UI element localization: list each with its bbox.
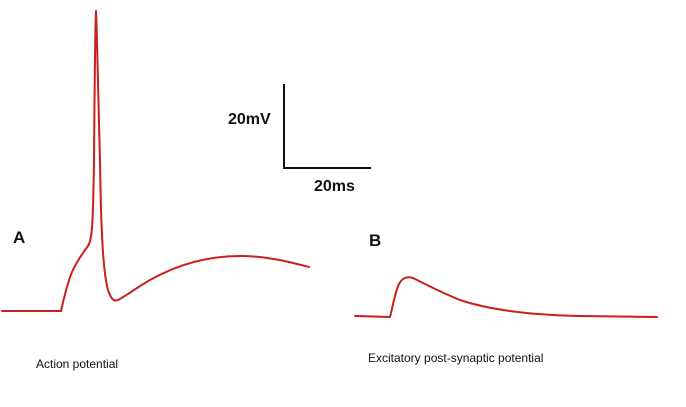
scale-bar: 20mV 20ms: [228, 84, 371, 195]
time-scale-label: 20ms: [314, 178, 355, 195]
panel-a-letter: A: [13, 228, 25, 247]
scale-bar-lines: [283, 84, 371, 169]
voltage-scale-label: 20mV: [228, 111, 271, 128]
panel-b-caption: Excitatory post-synaptic potential: [368, 351, 543, 365]
panel-a-caption: Action potential: [36, 357, 118, 371]
epsp-trace: [354, 276, 658, 318]
action-potential-trace: [1, 10, 310, 312]
panel-b: B Excitatory post-synaptic potential: [354, 231, 658, 365]
panel-a: A Action potential: [1, 10, 310, 371]
panel-b-letter: B: [369, 231, 381, 250]
